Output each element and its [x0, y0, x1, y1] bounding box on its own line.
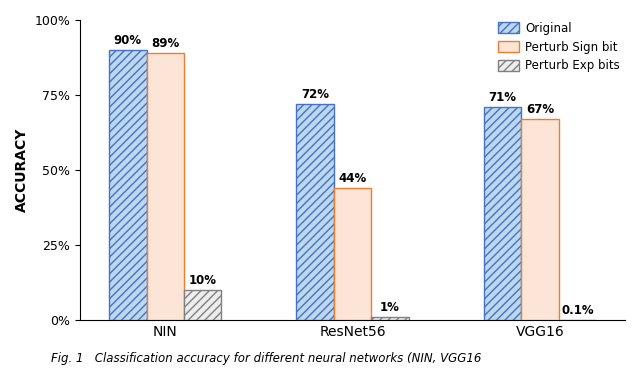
- Text: 67%: 67%: [526, 103, 554, 116]
- Text: 90%: 90%: [114, 34, 142, 47]
- Bar: [184, 290, 221, 320]
- Text: 0.1%: 0.1%: [561, 304, 594, 317]
- Bar: [371, 317, 409, 320]
- Bar: [484, 107, 521, 320]
- Text: 10%: 10%: [189, 274, 217, 287]
- Text: 44%: 44%: [339, 172, 367, 185]
- Legend: Original, Perturb Sign bit, Perturb Exp bits: Original, Perturb Sign bit, Perturb Exp …: [493, 17, 625, 77]
- Text: 72%: 72%: [301, 88, 329, 101]
- Text: 1%: 1%: [380, 301, 400, 314]
- Bar: [334, 188, 371, 320]
- Bar: [521, 119, 559, 320]
- Bar: [147, 53, 184, 320]
- Text: 89%: 89%: [151, 37, 179, 50]
- Bar: [296, 104, 334, 320]
- Text: 71%: 71%: [488, 91, 516, 104]
- Text: Fig. 1   Classification accuracy for different neural networks (NIN, VGG16: Fig. 1 Classification accuracy for diffe…: [51, 352, 481, 365]
- Bar: [109, 50, 147, 320]
- Y-axis label: ACCURACY: ACCURACY: [15, 128, 29, 213]
